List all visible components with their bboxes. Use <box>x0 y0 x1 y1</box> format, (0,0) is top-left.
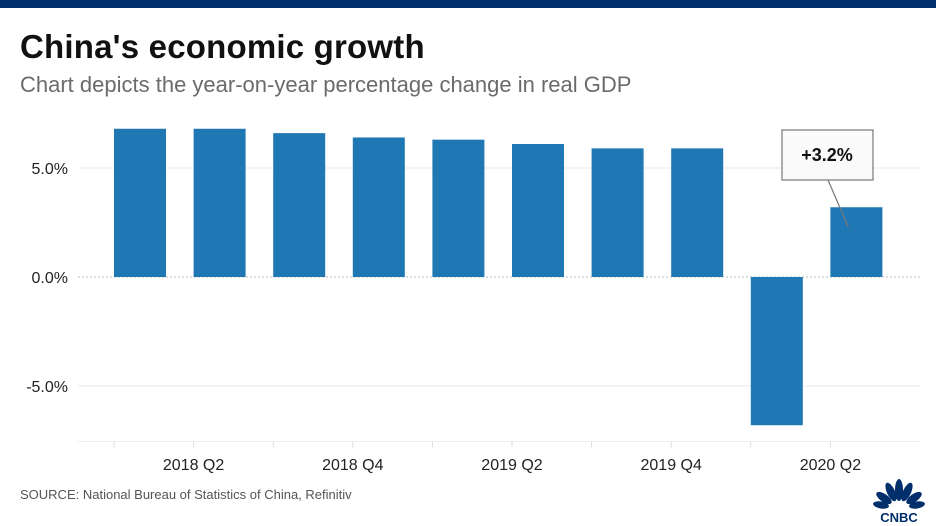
chart-title: China's economic growth <box>20 28 425 65</box>
x-tick-label: 2020 Q2 <box>800 457 861 474</box>
bar <box>671 148 724 277</box>
bar <box>512 144 564 277</box>
bar <box>591 148 644 277</box>
x-tick-label: 2019 Q4 <box>641 457 702 474</box>
bar <box>830 207 883 277</box>
svg-text:CNBC: CNBC <box>880 510 918 524</box>
annotation-label: +3.2% <box>801 145 853 165</box>
bar <box>273 133 326 277</box>
annotation-leader-line <box>827 179 849 228</box>
cnbc-logo: CNBC <box>873 479 925 524</box>
bar <box>352 137 405 277</box>
chart-subtitle: Chart depicts the year-on-year percentag… <box>20 72 632 97</box>
top-band <box>0 0 936 8</box>
x-tick-label: 2018 Q4 <box>322 457 383 474</box>
bar <box>432 139 485 277</box>
annotation-box <box>781 129 874 181</box>
x-tick-label: 2019 Q2 <box>481 457 542 474</box>
y-tick-label: 5.0% <box>32 161 68 178</box>
source-note: SOURCE: National Bureau of Statistics of… <box>20 487 352 502</box>
x-tick-label: 2018 Q2 <box>163 457 224 474</box>
bar <box>114 128 166 277</box>
y-tick-label: -5.0% <box>26 379 68 396</box>
y-tick-label: 0.0% <box>32 270 68 287</box>
bar <box>193 128 246 277</box>
bar <box>750 277 803 426</box>
